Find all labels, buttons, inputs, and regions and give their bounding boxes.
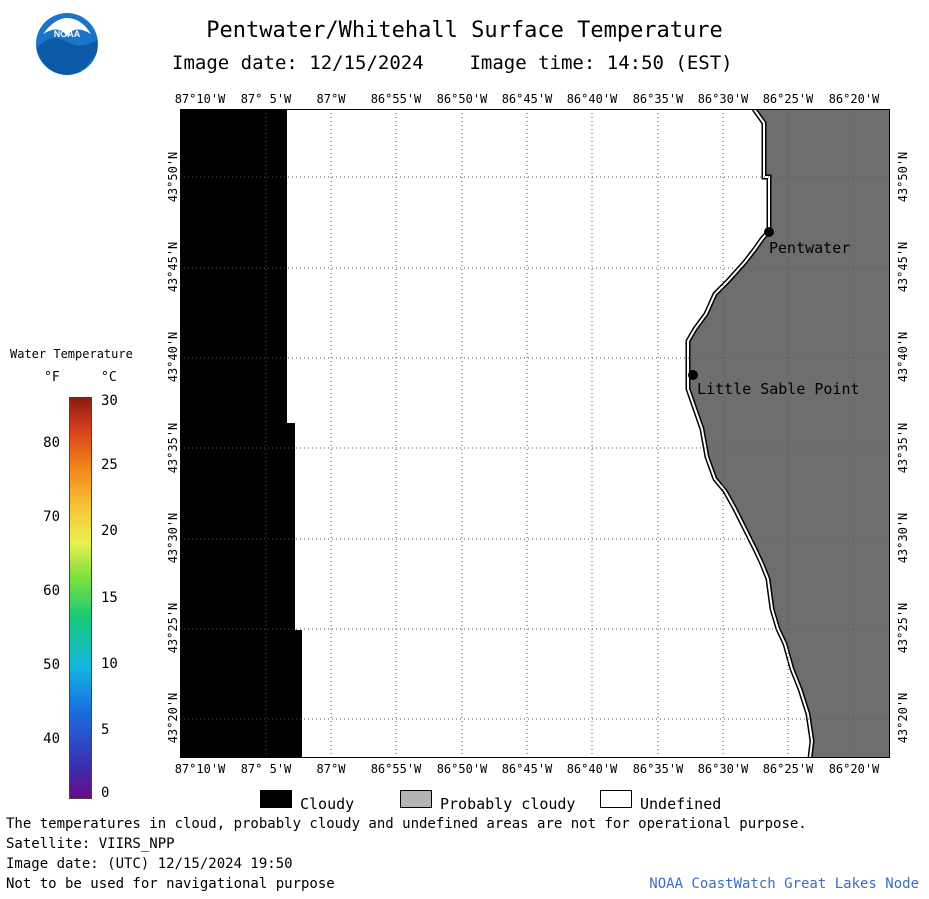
tick-f: 60 xyxy=(43,583,60,599)
logo-text: NOAA xyxy=(54,29,81,39)
lat-label-left: 43°25'N xyxy=(166,602,180,654)
lon-label-top: 86°35'W xyxy=(632,92,684,106)
lat-label-left: 43°35'N xyxy=(166,422,180,474)
lon-label-top: 86°45'W xyxy=(501,92,553,106)
lon-label-top: 87° 5'W xyxy=(240,92,292,106)
map-frame xyxy=(180,109,890,758)
tick-f: 70 xyxy=(43,509,60,525)
little-sable-point-label: Little Sable Point xyxy=(697,380,860,398)
coastline xyxy=(687,109,814,758)
lon-label-bottom: 86°55'W xyxy=(370,762,422,776)
lon-label-bottom: 86°30'W xyxy=(697,762,749,776)
cloudy-swatch xyxy=(260,790,292,808)
lon-label-top: 86°55'W xyxy=(370,92,422,106)
lon-label-top: 86°50'W xyxy=(436,92,488,106)
lon-label-bottom: 86°35'W xyxy=(632,762,684,776)
legend-title: Water Temperature xyxy=(10,347,133,361)
tick-c: 5 xyxy=(101,722,110,738)
temperature-map[interactable]: Pentwater Little Sable Point xyxy=(180,109,890,758)
pentwater-marker[interactable] xyxy=(764,227,774,237)
noaa-logo: NOAA xyxy=(35,12,99,80)
tick-f: 40 xyxy=(43,731,60,747)
undefined-label: Undefined xyxy=(640,795,722,813)
lat-label-right: 43°30'N xyxy=(896,512,910,564)
tick-c: 15 xyxy=(101,590,118,606)
subtitle: Image date: 12/15/2024 Image time: 14:50… xyxy=(172,52,733,74)
cloudy-label: Cloudy xyxy=(300,795,355,813)
image-time-label: Image time: xyxy=(469,52,596,74)
image-time: 14:50 (EST) xyxy=(606,52,733,74)
graticule xyxy=(180,109,890,758)
lat-label-right: 43°20'N xyxy=(896,692,910,744)
tick-c: 0 xyxy=(101,785,110,801)
footer-utc-date: Image date: (UTC) 12/15/2024 19:50 xyxy=(6,856,293,872)
lat-label-left: 43°20'N xyxy=(166,692,180,744)
lon-label-top: 86°25'W xyxy=(762,92,814,106)
lon-label-bottom: 87°10'W xyxy=(174,762,226,776)
image-date-label: Image date: xyxy=(172,52,298,74)
lat-label-right: 43°50'N xyxy=(896,151,910,203)
lon-label-bottom: 86°45'W xyxy=(501,762,553,776)
lon-label-bottom: 87°W xyxy=(316,762,346,776)
tick-c: 25 xyxy=(101,457,118,473)
tick-f: 50 xyxy=(43,657,60,673)
probably-cloudy-swatch xyxy=(400,790,432,808)
footer-note: The temperatures in cloud, probably clou… xyxy=(6,816,807,832)
temperature-colorbar xyxy=(69,397,92,799)
lat-label-right: 43°45'N xyxy=(896,241,910,293)
legend-unit-f: °F xyxy=(44,370,60,385)
lon-label-top: 86°30'W xyxy=(697,92,749,106)
tick-c: 30 xyxy=(101,393,118,409)
legend-unit-c: °C xyxy=(101,370,117,385)
lat-label-left: 43°30'N xyxy=(166,512,180,564)
probably-cloudy-label: Probably cloudy xyxy=(440,795,576,813)
lat-label-right: 43°25'N xyxy=(896,602,910,654)
credit-link[interactable]: NOAA CoastWatch Great Lakes Node xyxy=(649,876,919,892)
footer-satellite: Satellite: VIIRS_NPP xyxy=(6,836,175,852)
lon-label-bottom: 86°25'W xyxy=(762,762,814,776)
lat-label-left: 43°50'N xyxy=(166,151,180,203)
undefined-swatch xyxy=(600,790,632,808)
footer-nav-warning: Not to be used for navigational purpose xyxy=(6,876,335,892)
lon-label-bottom: 87° 5'W xyxy=(240,762,292,776)
tick-c: 10 xyxy=(101,656,118,672)
lon-label-top: 86°20'W xyxy=(828,92,880,106)
tick-f: 80 xyxy=(43,435,60,451)
page-title: Pentwater/Whitehall Surface Temperature xyxy=(206,18,723,43)
lon-label-top: 86°40'W xyxy=(566,92,618,106)
image-date: 12/15/2024 xyxy=(309,52,424,74)
lon-label-bottom: 86°50'W xyxy=(436,762,488,776)
lon-label-bottom: 86°40'W xyxy=(566,762,618,776)
pentwater-label: Pentwater xyxy=(769,239,850,257)
lat-label-left: 43°45'N xyxy=(166,241,180,293)
lat-label-right: 43°40'N xyxy=(896,331,910,383)
cloud-region xyxy=(180,109,302,758)
lon-label-top: 87°W xyxy=(316,92,346,106)
lon-label-top: 87°10'W xyxy=(174,92,226,106)
lat-label-left: 43°40'N xyxy=(166,331,180,383)
little-sable-point-marker[interactable] xyxy=(688,370,698,380)
lon-label-bottom: 86°20'W xyxy=(828,762,880,776)
lat-label-right: 43°35'N xyxy=(896,422,910,474)
tick-c: 20 xyxy=(101,523,118,539)
